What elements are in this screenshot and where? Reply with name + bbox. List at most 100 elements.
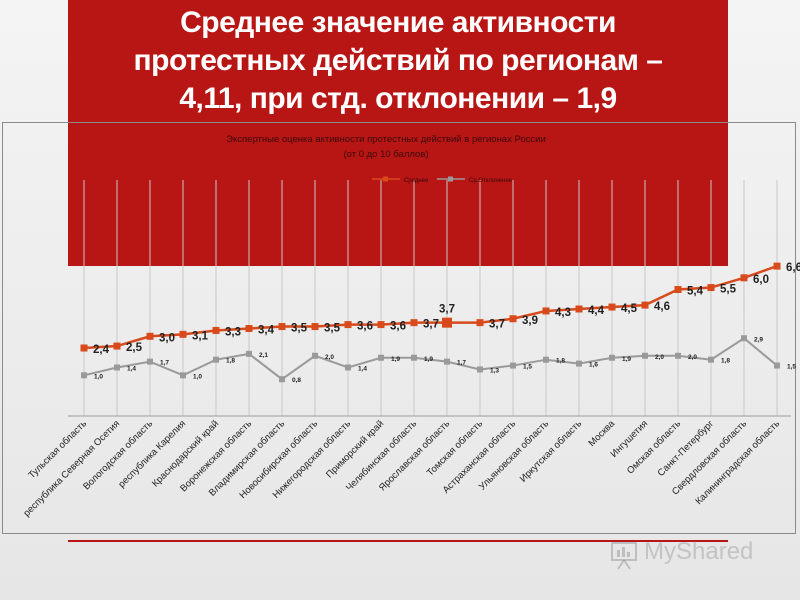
data-label-mean: 2,4 <box>93 344 110 356</box>
data-label-std: 1,9 <box>622 356 631 363</box>
point-std <box>444 358 450 365</box>
watermark-text: MyShared <box>644 538 754 565</box>
series-line-std <box>83 337 778 381</box>
point-std <box>312 352 318 359</box>
data-label-mean: 3,5 <box>324 323 341 335</box>
point-mean <box>311 323 319 331</box>
data-label-std: 1,8 <box>721 358 730 365</box>
point-std <box>477 366 483 373</box>
point-mean <box>707 284 715 292</box>
data-label-std: 1,7 <box>457 360 466 367</box>
data-label-std: 1,5 <box>787 364 796 371</box>
series-line-mean <box>83 264 778 350</box>
chart-frame <box>2 122 796 534</box>
point-std <box>642 352 648 359</box>
point-std <box>675 352 681 359</box>
point-std <box>708 356 714 363</box>
point-mean <box>509 315 517 323</box>
point-mean <box>113 342 121 350</box>
point-mean <box>674 286 682 293</box>
data-label-std: 2,0 <box>655 354 664 361</box>
slide-title: Среднее значение активности протестных д… <box>68 0 728 124</box>
data-label-mean: 4,6 <box>654 301 670 313</box>
chart-title: Экспертные оценка активности протестных … <box>226 134 546 145</box>
point-std <box>180 372 186 379</box>
point-std <box>213 356 219 363</box>
data-label-mean: 3,5 <box>291 323 308 335</box>
legend-marker-0 <box>383 176 388 182</box>
data-label-mean: 3,0 <box>159 332 175 344</box>
point-std <box>741 335 747 342</box>
point-mean <box>641 301 649 309</box>
point-mean <box>377 321 385 329</box>
point-mean <box>146 332 154 340</box>
point-std <box>576 360 582 367</box>
data-label-mean: 3,3 <box>225 326 241 338</box>
data-label-mean: 3,4 <box>258 325 275 337</box>
category-label: Тульская область <box>26 418 89 481</box>
point-std <box>543 356 549 363</box>
point-std <box>81 372 87 379</box>
point-std <box>378 354 384 361</box>
data-label-mean: 3,7 <box>423 319 439 331</box>
data-label-std: 1,0 <box>193 373 202 380</box>
title-banner <box>68 0 728 266</box>
point-std <box>114 364 120 371</box>
bottom-divider <box>68 540 728 542</box>
data-label-mean: 6,6 <box>786 262 800 274</box>
data-label-mean: 5,4 <box>687 286 704 298</box>
data-label-std: 1,0 <box>94 373 103 380</box>
point-mean <box>773 262 781 270</box>
data-label-mean: 3,6 <box>357 321 373 333</box>
watermark-logo: MyShared <box>608 538 778 572</box>
data-label-std: 1,4 <box>358 366 367 373</box>
category-label: Приморский край <box>324 418 386 480</box>
point-std <box>609 354 615 361</box>
category-label: Томская область <box>425 418 485 478</box>
data-label-std: 1,4 <box>127 366 136 373</box>
data-label-mean: 3,9 <box>522 315 538 327</box>
data-label-mean: 3,1 <box>192 330 209 342</box>
slide-title-line-1: Среднее значение активности <box>180 6 616 39</box>
data-label-std: 1,3 <box>490 367 499 374</box>
category-label: Санкт-Петербург <box>656 418 717 479</box>
slide-title-line-3: 4,11, при стд. отклонении – 1,9 <box>179 82 617 115</box>
point-mean <box>410 319 418 327</box>
data-label-std: 2,0 <box>688 354 697 361</box>
data-label-mean: 3,7 <box>489 319 505 331</box>
data-label-std: 2,0 <box>325 354 334 361</box>
data-label-std: 1,9 <box>424 356 433 363</box>
point-std <box>774 362 780 369</box>
data-label-std: 1,5 <box>523 364 532 371</box>
legend-marker-1 <box>448 176 453 182</box>
point-std <box>279 376 285 383</box>
data-label-std: 1,6 <box>589 362 598 369</box>
category-label: Иркутская область <box>518 418 584 484</box>
presentation-board-icon <box>611 542 637 570</box>
data-label-std: 2,1 <box>259 352 268 359</box>
data-label-mean: 6,0 <box>753 274 769 286</box>
data-label-mean: 4,5 <box>621 303 638 315</box>
point-mean <box>179 330 187 338</box>
data-label-mean: 5,5 <box>720 284 737 296</box>
point-mean <box>542 307 550 315</box>
data-label-mean: 4,3 <box>555 307 571 319</box>
point-std <box>510 362 516 369</box>
point-mean <box>278 323 286 331</box>
data-label-std: 1,8 <box>226 358 235 365</box>
point-std <box>246 350 252 357</box>
point-mean <box>476 319 484 327</box>
point-mean <box>608 303 616 311</box>
data-label-mean: 2,5 <box>126 342 143 354</box>
category-label: Москва <box>586 418 617 449</box>
data-label-mean: 4,4 <box>588 305 605 317</box>
slide-title-line-2: протестных действий по регионам – <box>133 44 663 77</box>
point-mean <box>575 305 583 313</box>
point-mean <box>740 274 748 282</box>
data-label-std: 2,9 <box>754 336 763 343</box>
point-mean <box>442 317 452 328</box>
point-std <box>147 358 153 365</box>
point-std <box>345 364 351 371</box>
chart-subtitle: (от 0 до 10 баллов) <box>343 149 428 160</box>
